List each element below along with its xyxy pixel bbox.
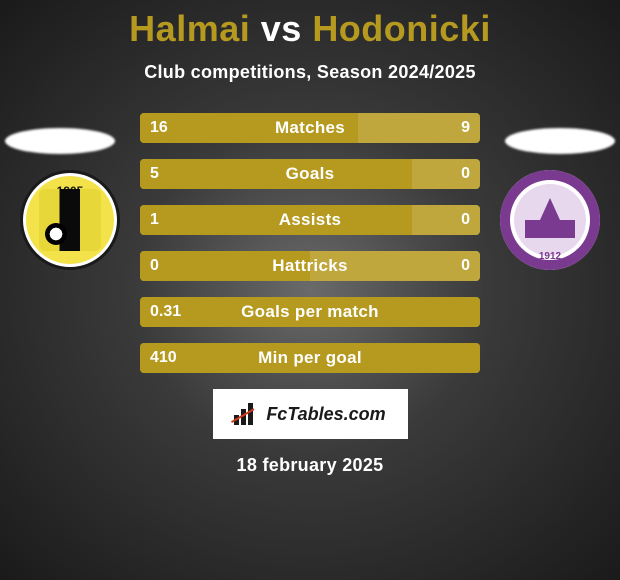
player2-name: Hodonicki <box>312 8 491 49</box>
stat-row: 1Assists0 <box>140 205 480 235</box>
team-crest-right: 1912 <box>500 170 600 270</box>
stat-label: Goals per match <box>140 297 480 327</box>
stat-value-right: 9 <box>461 113 470 143</box>
stat-label: Hattricks <box>140 251 480 281</box>
stat-value-right: 0 <box>461 251 470 281</box>
stat-row: 0Hattricks0 <box>140 251 480 281</box>
crest-shadow-left <box>5 128 115 154</box>
stat-value-right: 0 <box>461 205 470 235</box>
stats-bars: 16Matches95Goals01Assists00Hattricks00.3… <box>140 113 480 373</box>
crest-right-year: 1912 <box>500 251 600 262</box>
brand-box: FcTables.com <box>213 389 408 439</box>
brand-text: FcTables.com <box>266 404 385 425</box>
date-text: 18 february 2025 <box>0 455 620 476</box>
stat-row: 410Min per goal <box>140 343 480 373</box>
stat-row: 5Goals0 <box>140 159 480 189</box>
vs-text: vs <box>261 8 302 49</box>
stat-label: Matches <box>140 113 480 143</box>
stat-value-right: 0 <box>461 159 470 189</box>
stat-label: Goals <box>140 159 480 189</box>
crest-shadow-right <box>505 128 615 154</box>
stat-label: Assists <box>140 205 480 235</box>
comparison-title: Halmai vs Hodonicki <box>0 0 620 50</box>
stat-row: 0.31Goals per match <box>140 297 480 327</box>
stat-row: 16Matches9 <box>140 113 480 143</box>
subtitle: Club competitions, Season 2024/2025 <box>0 62 620 83</box>
player1-name: Halmai <box>129 8 250 49</box>
team-crest-left: 1905 <box>20 170 120 270</box>
fctables-logo-icon <box>234 403 260 425</box>
stat-label: Min per goal <box>140 343 480 373</box>
